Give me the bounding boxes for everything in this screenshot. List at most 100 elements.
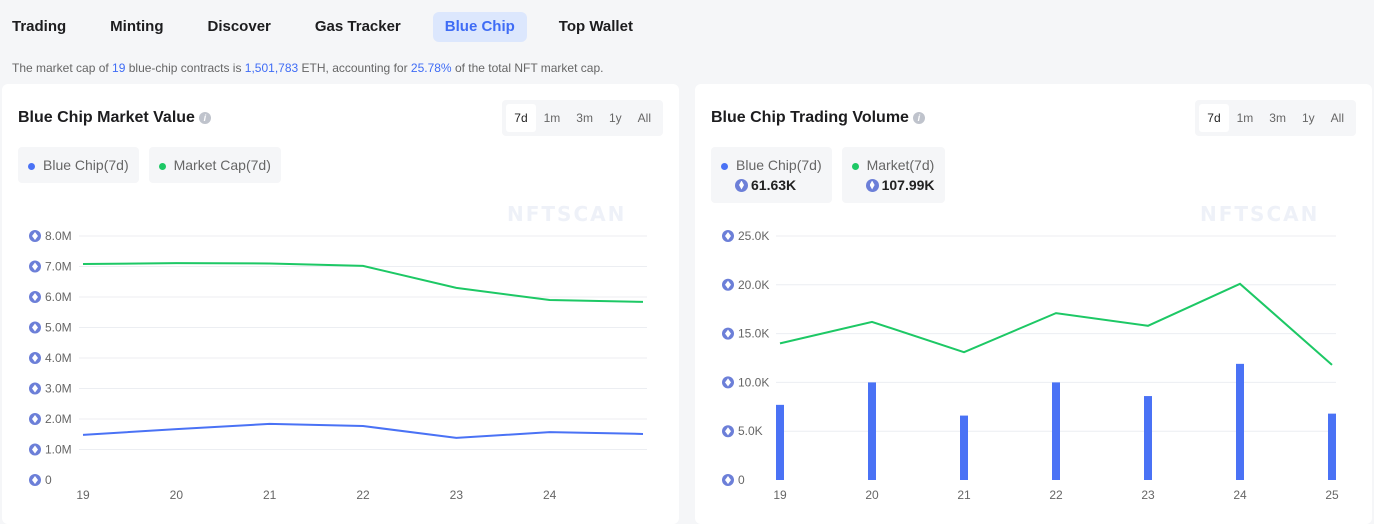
tab-minting[interactable]: Minting xyxy=(110,18,164,35)
legend-label: Market(7d) xyxy=(866,157,935,173)
period-3m[interactable]: 3m xyxy=(1269,111,1286,125)
y-tick-label: 8.0M xyxy=(45,229,72,243)
legend-blue-chip[interactable]: Blue Chip(7d) xyxy=(18,147,139,183)
bar xyxy=(960,415,968,480)
eth-glyph xyxy=(725,232,731,240)
eth-glyph xyxy=(32,232,38,240)
legend-value: 107.99K xyxy=(881,177,935,193)
eth-icon xyxy=(865,178,879,192)
info-icon[interactable]: i xyxy=(912,112,925,124)
x-tick-label: 25 xyxy=(1325,488,1339,502)
eth-glyph xyxy=(32,323,38,332)
eth-glyph xyxy=(32,415,38,423)
x-tick-label: 24 xyxy=(1233,488,1247,502)
market-cap-value: 1,501,783 xyxy=(244,61,299,75)
summary-text: The market cap of 19 blue-chip contracts… xyxy=(12,61,603,75)
period-7d[interactable]: 7d xyxy=(506,104,536,132)
eth-glyph xyxy=(32,293,38,301)
nav-tabs: Trading Minting Discover Gas Tracker Blue Ch… xyxy=(0,12,665,42)
period-selector: 7d 1m 3m 1y All xyxy=(1195,100,1356,136)
eth-glyph xyxy=(725,476,731,484)
eth-glyph xyxy=(725,378,731,387)
eth-glyph xyxy=(32,384,38,393)
tab-trading[interactable]: Trading xyxy=(12,18,67,35)
period-selector: 7d 1m 3m 1y All xyxy=(502,100,663,136)
eth-glyph xyxy=(32,445,38,454)
eth-glyph xyxy=(32,262,38,271)
y-tick-label: 2.0M xyxy=(45,412,72,426)
eth-glyph xyxy=(32,476,38,484)
legend-label: Blue Chip(7d) xyxy=(43,157,129,173)
x-tick-label: 24 xyxy=(543,488,557,502)
bar xyxy=(776,404,784,480)
summary-part: of the total NFT market cap. xyxy=(451,61,604,75)
y-tick-label: 0 xyxy=(738,473,745,487)
market-value-card: Blue Chip Market Value i 7d 1m 3m 1y All Blue… xyxy=(2,84,679,524)
period-1y[interactable]: 1y xyxy=(608,111,622,125)
period-1y[interactable]: 1y xyxy=(1301,111,1315,125)
card-title: Blue Chip Trading Volume i xyxy=(711,109,925,127)
watermark: NFTSCAN xyxy=(1200,202,1319,226)
x-tick-label: 22 xyxy=(356,488,370,502)
x-tick-label: 23 xyxy=(1141,488,1155,502)
summary-part: ETH, accounting for xyxy=(298,61,411,75)
chart-legend: Blue Chip(7d) Market Cap(7d) xyxy=(18,147,281,183)
period-7d[interactable]: 7d xyxy=(1199,104,1229,132)
x-tick-label: 20 xyxy=(865,488,879,502)
y-tick-label: 1.0M xyxy=(45,443,72,457)
bar xyxy=(1052,382,1060,480)
x-tick-label: 19 xyxy=(76,488,90,502)
trading-volume-chart[interactable]: NFTSCAN 0 5.0K 10.0K 15.0K 20.0K 25.0K 19 20 21 22… xyxy=(695,84,1372,524)
y-tick-label: 25.0K xyxy=(738,229,769,243)
legend-value: 61.63K xyxy=(751,177,797,193)
period-1m[interactable]: 1m xyxy=(543,111,561,125)
legend-dot xyxy=(721,162,728,170)
y-tick-label: 15.0K xyxy=(738,327,769,341)
legend-blue-chip[interactable]: Blue Chip(7d) 61.63K xyxy=(711,147,832,203)
y-tick-label: 6.0M xyxy=(45,290,72,304)
eth-glyph xyxy=(725,427,731,436)
series-line-0 xyxy=(82,422,644,439)
title-text: Blue Chip Trading Volume xyxy=(711,109,909,126)
eth-glyph xyxy=(725,280,731,289)
y-tick-label: 4.0M xyxy=(45,351,72,365)
tab-blue-chip[interactable]: Blue Chip xyxy=(432,12,527,42)
series-line-1 xyxy=(82,262,644,303)
summary-part: blue-chip contracts is xyxy=(125,61,245,75)
x-tick-label: 23 xyxy=(450,488,464,502)
y-tick-label: 10.0K xyxy=(738,375,769,389)
market-cap-percent: 25.78% xyxy=(410,61,452,75)
x-tick-label: 19 xyxy=(773,488,787,502)
bar xyxy=(1144,396,1152,480)
legend-market-cap[interactable]: Market Cap(7d) xyxy=(148,147,281,183)
tab-top-wallet[interactable]: Top Wallet xyxy=(558,18,633,35)
period-all[interactable]: All xyxy=(637,111,651,125)
y-tick-label: 0 xyxy=(45,473,52,487)
y-tick-label: 20.0K xyxy=(738,278,769,292)
period-3m[interactable]: 3m xyxy=(576,111,593,125)
period-1m[interactable]: 1m xyxy=(1236,111,1254,125)
watermark: NFTSCAN xyxy=(507,202,626,226)
title-text: Blue Chip Market Value xyxy=(18,109,195,126)
tab-discover[interactable]: Discover xyxy=(207,18,271,35)
card-title: Blue Chip Market Value i xyxy=(18,109,211,127)
legend-dot xyxy=(851,162,859,170)
y-tick-label: 3.0M xyxy=(45,382,72,396)
eth-glyph xyxy=(32,354,38,362)
x-tick-label: 20 xyxy=(170,488,184,502)
summary-part: The market cap of xyxy=(12,61,113,75)
info-icon[interactable]: i xyxy=(198,112,211,124)
bar xyxy=(1236,363,1244,480)
bar xyxy=(868,382,876,480)
legend-dot xyxy=(158,162,166,170)
y-tick-label: 7.0M xyxy=(45,260,72,274)
period-all[interactable]: All xyxy=(1330,111,1344,125)
series-line-1 xyxy=(779,282,1333,366)
legend-label: Market Cap(7d) xyxy=(173,157,271,173)
market-value-chart[interactable]: NFTSCAN 0 1.0M 2.0M 3.0M 4.0M 5.0M 6.0M 7.0M 8.0M… xyxy=(2,84,679,524)
tab-gas-tracker[interactable]: Gas Tracker xyxy=(314,18,401,35)
bar xyxy=(1328,413,1336,480)
legend-market[interactable]: Market(7d) 107.99K xyxy=(841,147,945,203)
y-tick-label: 5.0K xyxy=(738,424,763,438)
x-tick-label: 21 xyxy=(957,488,971,502)
